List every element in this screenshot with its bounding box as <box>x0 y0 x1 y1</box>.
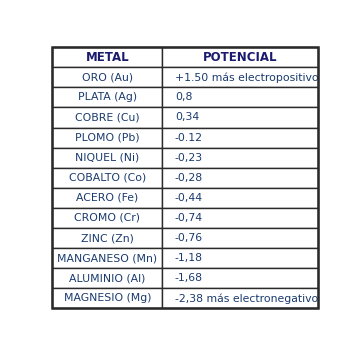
Bar <box>52 288 162 308</box>
Text: -0,74: -0,74 <box>175 213 203 223</box>
Text: COBRE (Cu): COBRE (Cu) <box>75 113 140 122</box>
Text: MANGANESO (Mn): MANGANESO (Mn) <box>57 253 157 263</box>
Text: MAGNESIO (Mg): MAGNESIO (Mg) <box>64 293 151 303</box>
Bar <box>52 147 162 168</box>
Bar <box>162 228 318 248</box>
Bar <box>52 87 162 107</box>
Bar <box>162 47 318 67</box>
Bar <box>52 168 162 188</box>
Text: PLATA (Ag): PLATA (Ag) <box>78 92 137 102</box>
Bar <box>162 168 318 188</box>
Bar <box>52 107 162 127</box>
Bar <box>52 127 162 147</box>
Bar <box>162 188 318 208</box>
Bar <box>52 268 162 288</box>
Bar <box>162 67 318 87</box>
Bar <box>162 248 318 268</box>
Bar <box>162 107 318 127</box>
Text: ACERO (Fe): ACERO (Fe) <box>76 193 138 203</box>
Bar <box>162 268 318 288</box>
Text: +1.50 más electropositivo: +1.50 más electropositivo <box>175 72 318 82</box>
Text: -0,44: -0,44 <box>175 193 203 203</box>
Bar <box>162 288 318 308</box>
Text: NIQUEL (Ni): NIQUEL (Ni) <box>75 153 139 163</box>
Text: -0,23: -0,23 <box>175 153 203 163</box>
Text: ALUMINIO (Al): ALUMINIO (Al) <box>69 273 145 283</box>
Bar <box>52 67 162 87</box>
Text: -1,18: -1,18 <box>175 253 203 263</box>
Bar <box>162 127 318 147</box>
Bar <box>52 188 162 208</box>
Bar <box>52 47 162 67</box>
Text: -1,68: -1,68 <box>175 273 203 283</box>
Text: COBALTO (Co): COBALTO (Co) <box>69 173 146 183</box>
Text: PLOMO (Pb): PLOMO (Pb) <box>75 133 140 143</box>
Text: METAL: METAL <box>86 51 129 64</box>
Bar <box>162 208 318 228</box>
Text: 0,8: 0,8 <box>175 92 192 102</box>
Text: ORO (Au): ORO (Au) <box>82 72 133 82</box>
Text: 0,34: 0,34 <box>175 113 199 122</box>
Text: -2,38 más electronegativo: -2,38 más electronegativo <box>175 293 318 304</box>
Text: CROMO (Cr): CROMO (Cr) <box>74 213 140 223</box>
Bar <box>52 248 162 268</box>
Bar <box>162 147 318 168</box>
Text: POTENCIAL: POTENCIAL <box>203 51 277 64</box>
Bar <box>52 228 162 248</box>
Text: -0,76: -0,76 <box>175 233 203 243</box>
Text: ZINC (Zn): ZINC (Zn) <box>81 233 134 243</box>
Text: -0,28: -0,28 <box>175 173 203 183</box>
Bar <box>52 208 162 228</box>
Bar <box>162 87 318 107</box>
Text: -0.12: -0.12 <box>175 133 203 143</box>
